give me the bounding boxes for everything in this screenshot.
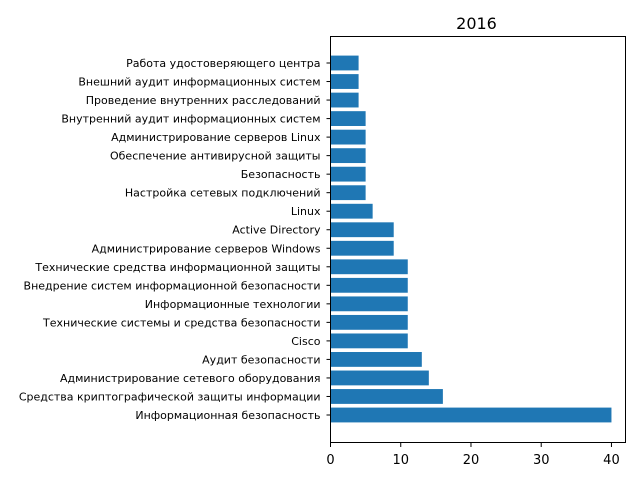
bar [330, 370, 429, 386]
category-label: Аудит безопасности [202, 353, 320, 366]
bar [330, 389, 443, 404]
category-label: Обеспечение антивирусной защиты [110, 150, 321, 163]
bar [330, 407, 612, 423]
bar [330, 352, 422, 367]
x-tick-label: 0 [326, 453, 334, 468]
category-label: Администрирование серверов Linux [111, 131, 321, 144]
category-label: Внешний аудит информационных систем [78, 76, 320, 89]
category-label: Технические средства информационной защи… [34, 261, 320, 274]
bar [330, 129, 366, 145]
x-tick-label: 40 [603, 453, 620, 468]
category-label: Администрирование сетевого оборудования [60, 372, 321, 385]
category-label: Active Directory [232, 224, 321, 237]
chart-title: 2016 [456, 14, 497, 33]
bar [330, 148, 366, 164]
bar [330, 111, 366, 126]
bar [330, 314, 408, 330]
category-label: Проведение внутренних расследований [86, 94, 321, 107]
bar [330, 185, 366, 201]
bar [330, 55, 359, 71]
x-tick-label: 20 [463, 453, 480, 468]
category-label: Информационные технологии [145, 298, 321, 311]
category-label: Внутренний аудит информационных систем [61, 113, 320, 126]
x-tick-label: 10 [392, 453, 409, 468]
bar [330, 277, 408, 293]
category-label: Linux [291, 205, 321, 218]
x-tick-label: 30 [533, 453, 550, 468]
x-axis-ticks: 0 10 20 30 40 [326, 443, 620, 468]
axes-frame [330, 36, 626, 443]
bar [330, 333, 408, 349]
category-label: Информационная безопасность [135, 409, 320, 422]
bar [330, 240, 394, 256]
bar [330, 74, 359, 89]
bar [330, 296, 408, 312]
category-label: Технические системы и средства безопасно… [42, 316, 320, 329]
category-label: Средства криптографической защиты информ… [19, 390, 321, 403]
bar [330, 166, 366, 182]
category-label: Администрирование серверов Windows [92, 242, 321, 255]
bar [330, 222, 394, 238]
category-label: Безопасность [241, 168, 321, 181]
category-label: Настройка сетевых подключений [125, 187, 321, 200]
category-label: Cisco [291, 335, 321, 348]
bar [330, 92, 359, 108]
bar [330, 203, 373, 219]
category-label: Работа удостоверяющего центра [126, 57, 320, 70]
bar [330, 259, 408, 275]
category-labels: Информационная безопасность Средства крип… [19, 57, 331, 422]
category-label: Внедрение систем информационной безопасн… [24, 279, 321, 292]
bars-group [330, 55, 612, 423]
